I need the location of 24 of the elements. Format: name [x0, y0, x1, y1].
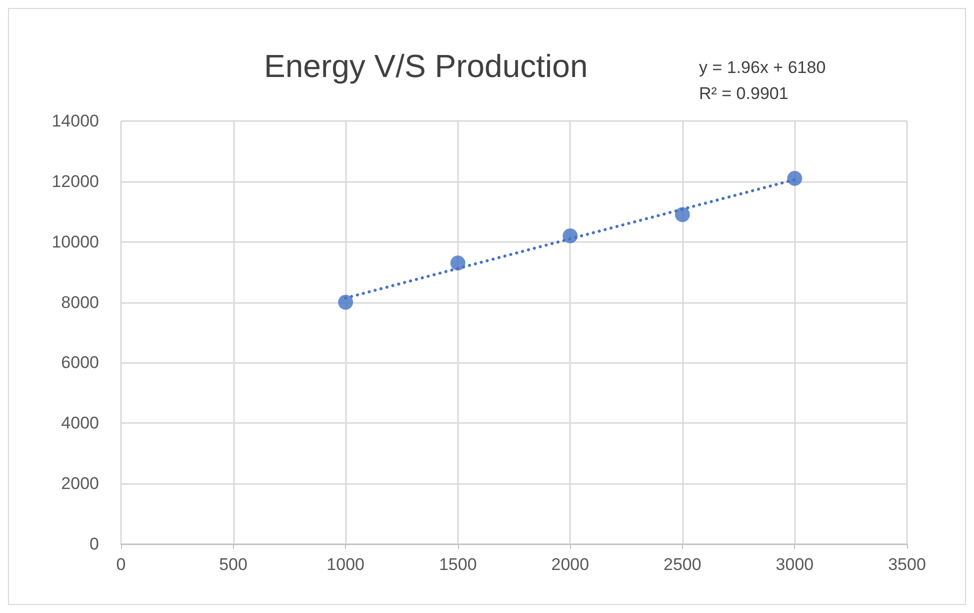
y-tick-label: 0 — [90, 534, 99, 554]
y-tick-label: 8000 — [61, 292, 99, 312]
text: R² = 0.9901 — [699, 84, 788, 103]
x-tick-label: 500 — [219, 555, 248, 574]
x-tick-label: 2500 — [664, 555, 702, 574]
y-tick-label: 10000 — [52, 232, 99, 252]
y-tick-label: 4000 — [61, 414, 99, 433]
point — [787, 170, 802, 186]
text: y = 1.96x + 6180 — [699, 58, 826, 77]
x-tick-label: 3500 — [888, 555, 926, 574]
point — [674, 207, 690, 222]
x-tick-label: 1500 — [438, 555, 477, 574]
x-tick-label: 1000 — [326, 555, 364, 574]
chart-title: Energy V/S Production — [264, 48, 588, 84]
x-tick-label: 0 — [116, 555, 126, 574]
point — [338, 294, 354, 310]
y-tick-label: 12000 — [52, 172, 99, 191]
x-tick-label: 2000 — [551, 555, 590, 574]
point — [562, 228, 578, 244]
x-tick-label: 3000 — [776, 555, 814, 574]
point — [450, 256, 466, 271]
y-tick-label: 14000 — [52, 112, 99, 130]
y-tick-label: 2000 — [61, 474, 99, 494]
y-tick-label: 6000 — [61, 353, 99, 372]
